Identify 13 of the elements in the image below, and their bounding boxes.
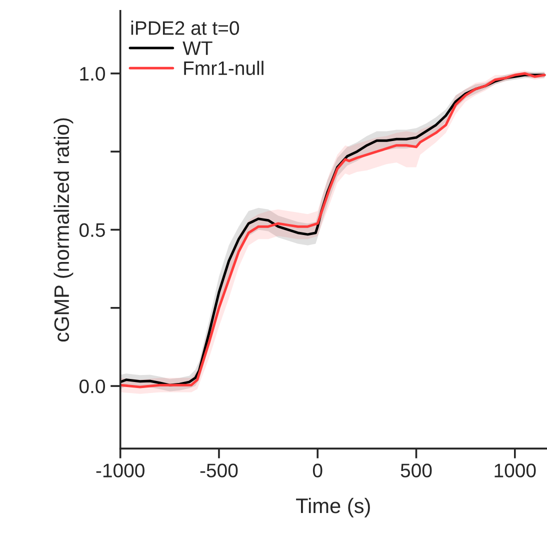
legend-title: iPDE2 at t=0 <box>131 20 240 35</box>
y-tick-label: 0.0 <box>79 379 105 394</box>
x-axis-title: Time (s) <box>296 498 370 518</box>
x-tick-label: -500 <box>200 464 238 478</box>
x-tick-label: -1000 <box>96 464 144 478</box>
x-tick-label: 500 <box>400 464 432 478</box>
x-tick-label: 0 <box>312 464 322 478</box>
x-tick-label: 1000 <box>494 464 536 478</box>
legend-label: Fmr1-null <box>184 60 264 76</box>
y-tick-label: 0.5 <box>79 223 105 237</box>
y-axis-title: cGMP (normalized ratio) <box>54 118 74 342</box>
y-tick-label: 1.0 <box>80 66 105 81</box>
legend-label: WT <box>182 41 212 55</box>
